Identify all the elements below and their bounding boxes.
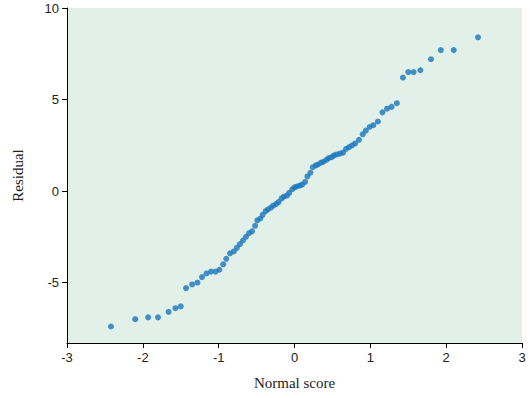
svg-text:0: 0 [52, 184, 59, 199]
svg-text:5: 5 [52, 92, 59, 107]
svg-text:1: 1 [367, 350, 374, 365]
svg-text:2: 2 [443, 350, 450, 365]
svg-text:Normal score: Normal score [254, 375, 336, 391]
svg-text:-2: -2 [137, 350, 149, 365]
svg-text:Residual: Residual [10, 149, 26, 202]
svg-text:0: 0 [291, 350, 298, 365]
svg-text:-1: -1 [213, 350, 225, 365]
svg-text:10: 10 [45, 1, 59, 16]
svg-text:-5: -5 [47, 275, 59, 290]
svg-text:-3: -3 [61, 350, 73, 365]
svg-text:3: 3 [518, 350, 525, 365]
